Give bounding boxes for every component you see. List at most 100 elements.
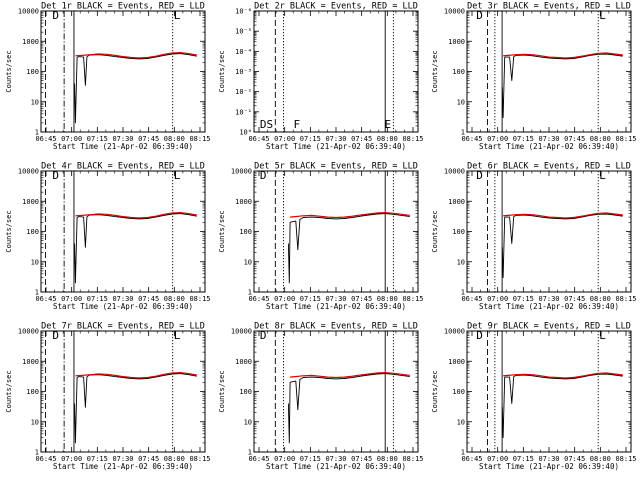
x-tick-label: 08:00: [590, 135, 611, 143]
flag-marker-ds: DS: [260, 118, 273, 131]
series-lld-line: [503, 52, 623, 59]
x-tick-label: 07:30: [325, 135, 346, 143]
y-tick-label: 10: [457, 258, 465, 266]
y-tick-label: 10000: [444, 8, 465, 16]
x-tick-label: 08:00: [164, 455, 185, 463]
x-tick-label: 08:00: [377, 455, 398, 463]
x-axis-label: Start Time (21-Apr-02 06:39:40): [479, 142, 619, 151]
y-axis-label: Counts/sec: [218, 370, 226, 412]
y-tick-label: 10⁻⁵: [235, 28, 252, 36]
x-tick-label: 07:45: [138, 135, 159, 143]
panel-title: Det 2r BLACK = Events, RED = LLD: [254, 2, 418, 12]
panel-title: Det 6r BLACK = Events, RED = LLD: [467, 162, 631, 172]
y-tick-label: 10000: [444, 328, 465, 336]
panel-title: Det 7r BLACK = Events, RED = LLD: [41, 322, 205, 332]
panel-det-7r: Det 7r BLACK = Events, RED = LLD 1 10 100 10…: [5, 322, 211, 472]
panel-det-6r: Det 6r BLACK = Events, RED = LLD 1 10 100 10…: [431, 162, 637, 312]
x-axis-label: Start Time (21-Apr-02 06:39:40): [53, 302, 193, 311]
series-lld-line: [503, 212, 623, 219]
plot-frame: [40, 10, 206, 133]
y-tick-label: 10⁰: [239, 129, 252, 137]
plot-frame: [466, 170, 632, 293]
flag-marker-d: D: [476, 329, 483, 342]
y-tick-label: 1: [35, 129, 39, 137]
y-tick-label: 10000: [231, 168, 252, 176]
panel-det-1r: Det 1r BLACK = Events, RED = LLD 1 10 100 10…: [5, 2, 211, 152]
y-tick-label: 10000: [444, 168, 465, 176]
x-tick-label: 07:45: [351, 135, 372, 143]
x-tick-label: 07:00: [61, 135, 82, 143]
panel-title: Det 4r BLACK = Events, RED = LLD: [41, 162, 205, 172]
flag-marker-l: L: [599, 329, 606, 342]
x-tick-label: 06:45: [35, 295, 56, 303]
panel-det-5r: Det 5r BLACK = Events, RED = LLD 1 10 100 10…: [218, 162, 424, 312]
panel-det-4r: Det 4r BLACK = Events, RED = LLD 1 10 100 10…: [5, 162, 211, 312]
series-lld-line: [290, 212, 410, 219]
y-tick-label: 10⁻¹: [235, 108, 252, 116]
x-tick-label: 08:15: [615, 295, 636, 303]
x-tick-label: 07:30: [112, 295, 133, 303]
x-tick-label: 07:15: [87, 135, 108, 143]
y-tick-label: 10⁻⁴: [235, 48, 252, 56]
x-tick-label: 07:00: [487, 455, 508, 463]
x-tick-label: 08:00: [590, 455, 611, 463]
y-axis-label: Counts/sec: [218, 210, 226, 252]
y-tick-label: 10: [31, 98, 39, 106]
x-tick-label: 07:45: [564, 135, 585, 143]
x-tick-label: 07:00: [61, 295, 82, 303]
x-tick-label: 08:15: [615, 455, 636, 463]
flag-marker-d: D: [476, 9, 483, 22]
y-tick-label: 100: [452, 68, 465, 76]
y-tick-label: 1000: [22, 358, 39, 366]
x-tick-label: 06:45: [35, 455, 56, 463]
x-axis-label: Start Time (21-Apr-02 06:39:40): [53, 142, 193, 151]
flag-marker-d: D: [260, 169, 267, 182]
y-tick-label: 10: [457, 418, 465, 426]
x-tick-label: 07:00: [61, 455, 82, 463]
y-tick-label: 1: [35, 289, 39, 297]
y-tick-label: 1000: [448, 198, 465, 206]
y-tick-label: 1: [461, 129, 465, 137]
panel-det-9r: Det 9r BLACK = Events, RED = LLD 1 10 100 10…: [431, 322, 637, 472]
y-tick-label: 1000: [448, 38, 465, 46]
panel-title: Det 5r BLACK = Events, RED = LLD: [254, 162, 418, 172]
x-tick-label: 07:30: [325, 295, 346, 303]
series-events-line: [287, 373, 410, 444]
y-tick-label: 100: [452, 228, 465, 236]
flag-marker-l: L: [599, 9, 606, 22]
flag-marker-l: L: [174, 329, 181, 342]
x-tick-label: 07:30: [538, 455, 559, 463]
y-axis-label: Counts/sec: [431, 370, 439, 412]
y-tick-label: 100: [239, 388, 252, 396]
x-tick-label: 07:15: [513, 135, 534, 143]
x-tick-label: 07:45: [564, 295, 585, 303]
x-tick-label: 06:45: [461, 455, 482, 463]
x-tick-label: 07:30: [538, 295, 559, 303]
y-tick-label: 1: [461, 289, 465, 297]
x-tick-label: 08:15: [402, 295, 423, 303]
x-tick-label: 07:45: [351, 455, 372, 463]
plot-frame: [466, 10, 632, 133]
y-tick-label: 1: [248, 289, 252, 297]
x-tick-label: 07:00: [274, 135, 295, 143]
series-lld-line: [75, 212, 197, 219]
series-lld-line: [75, 51, 197, 59]
y-tick-label: 100: [239, 228, 252, 236]
y-tick-label: 10: [244, 418, 252, 426]
x-tick-label: 07:15: [300, 455, 321, 463]
x-tick-label: 08:15: [189, 135, 210, 143]
y-axis-label: Counts/sec: [431, 210, 439, 252]
y-tick-label: 1: [35, 449, 39, 457]
x-tick-label: 08:00: [164, 135, 185, 143]
x-tick-label: 07:15: [87, 295, 108, 303]
y-axis-label: Counts/sec: [431, 50, 439, 92]
series-lld-line: [75, 372, 197, 379]
y-tick-label: 1: [461, 449, 465, 457]
flag-marker-l: L: [174, 169, 181, 182]
series-lld-line: [290, 372, 410, 379]
x-tick-label: 07:45: [138, 455, 159, 463]
y-tick-label: 10000: [18, 168, 39, 176]
y-tick-label: 10000: [18, 8, 39, 16]
x-tick-label: 07:15: [513, 295, 534, 303]
x-tick-label: 06:45: [248, 295, 269, 303]
